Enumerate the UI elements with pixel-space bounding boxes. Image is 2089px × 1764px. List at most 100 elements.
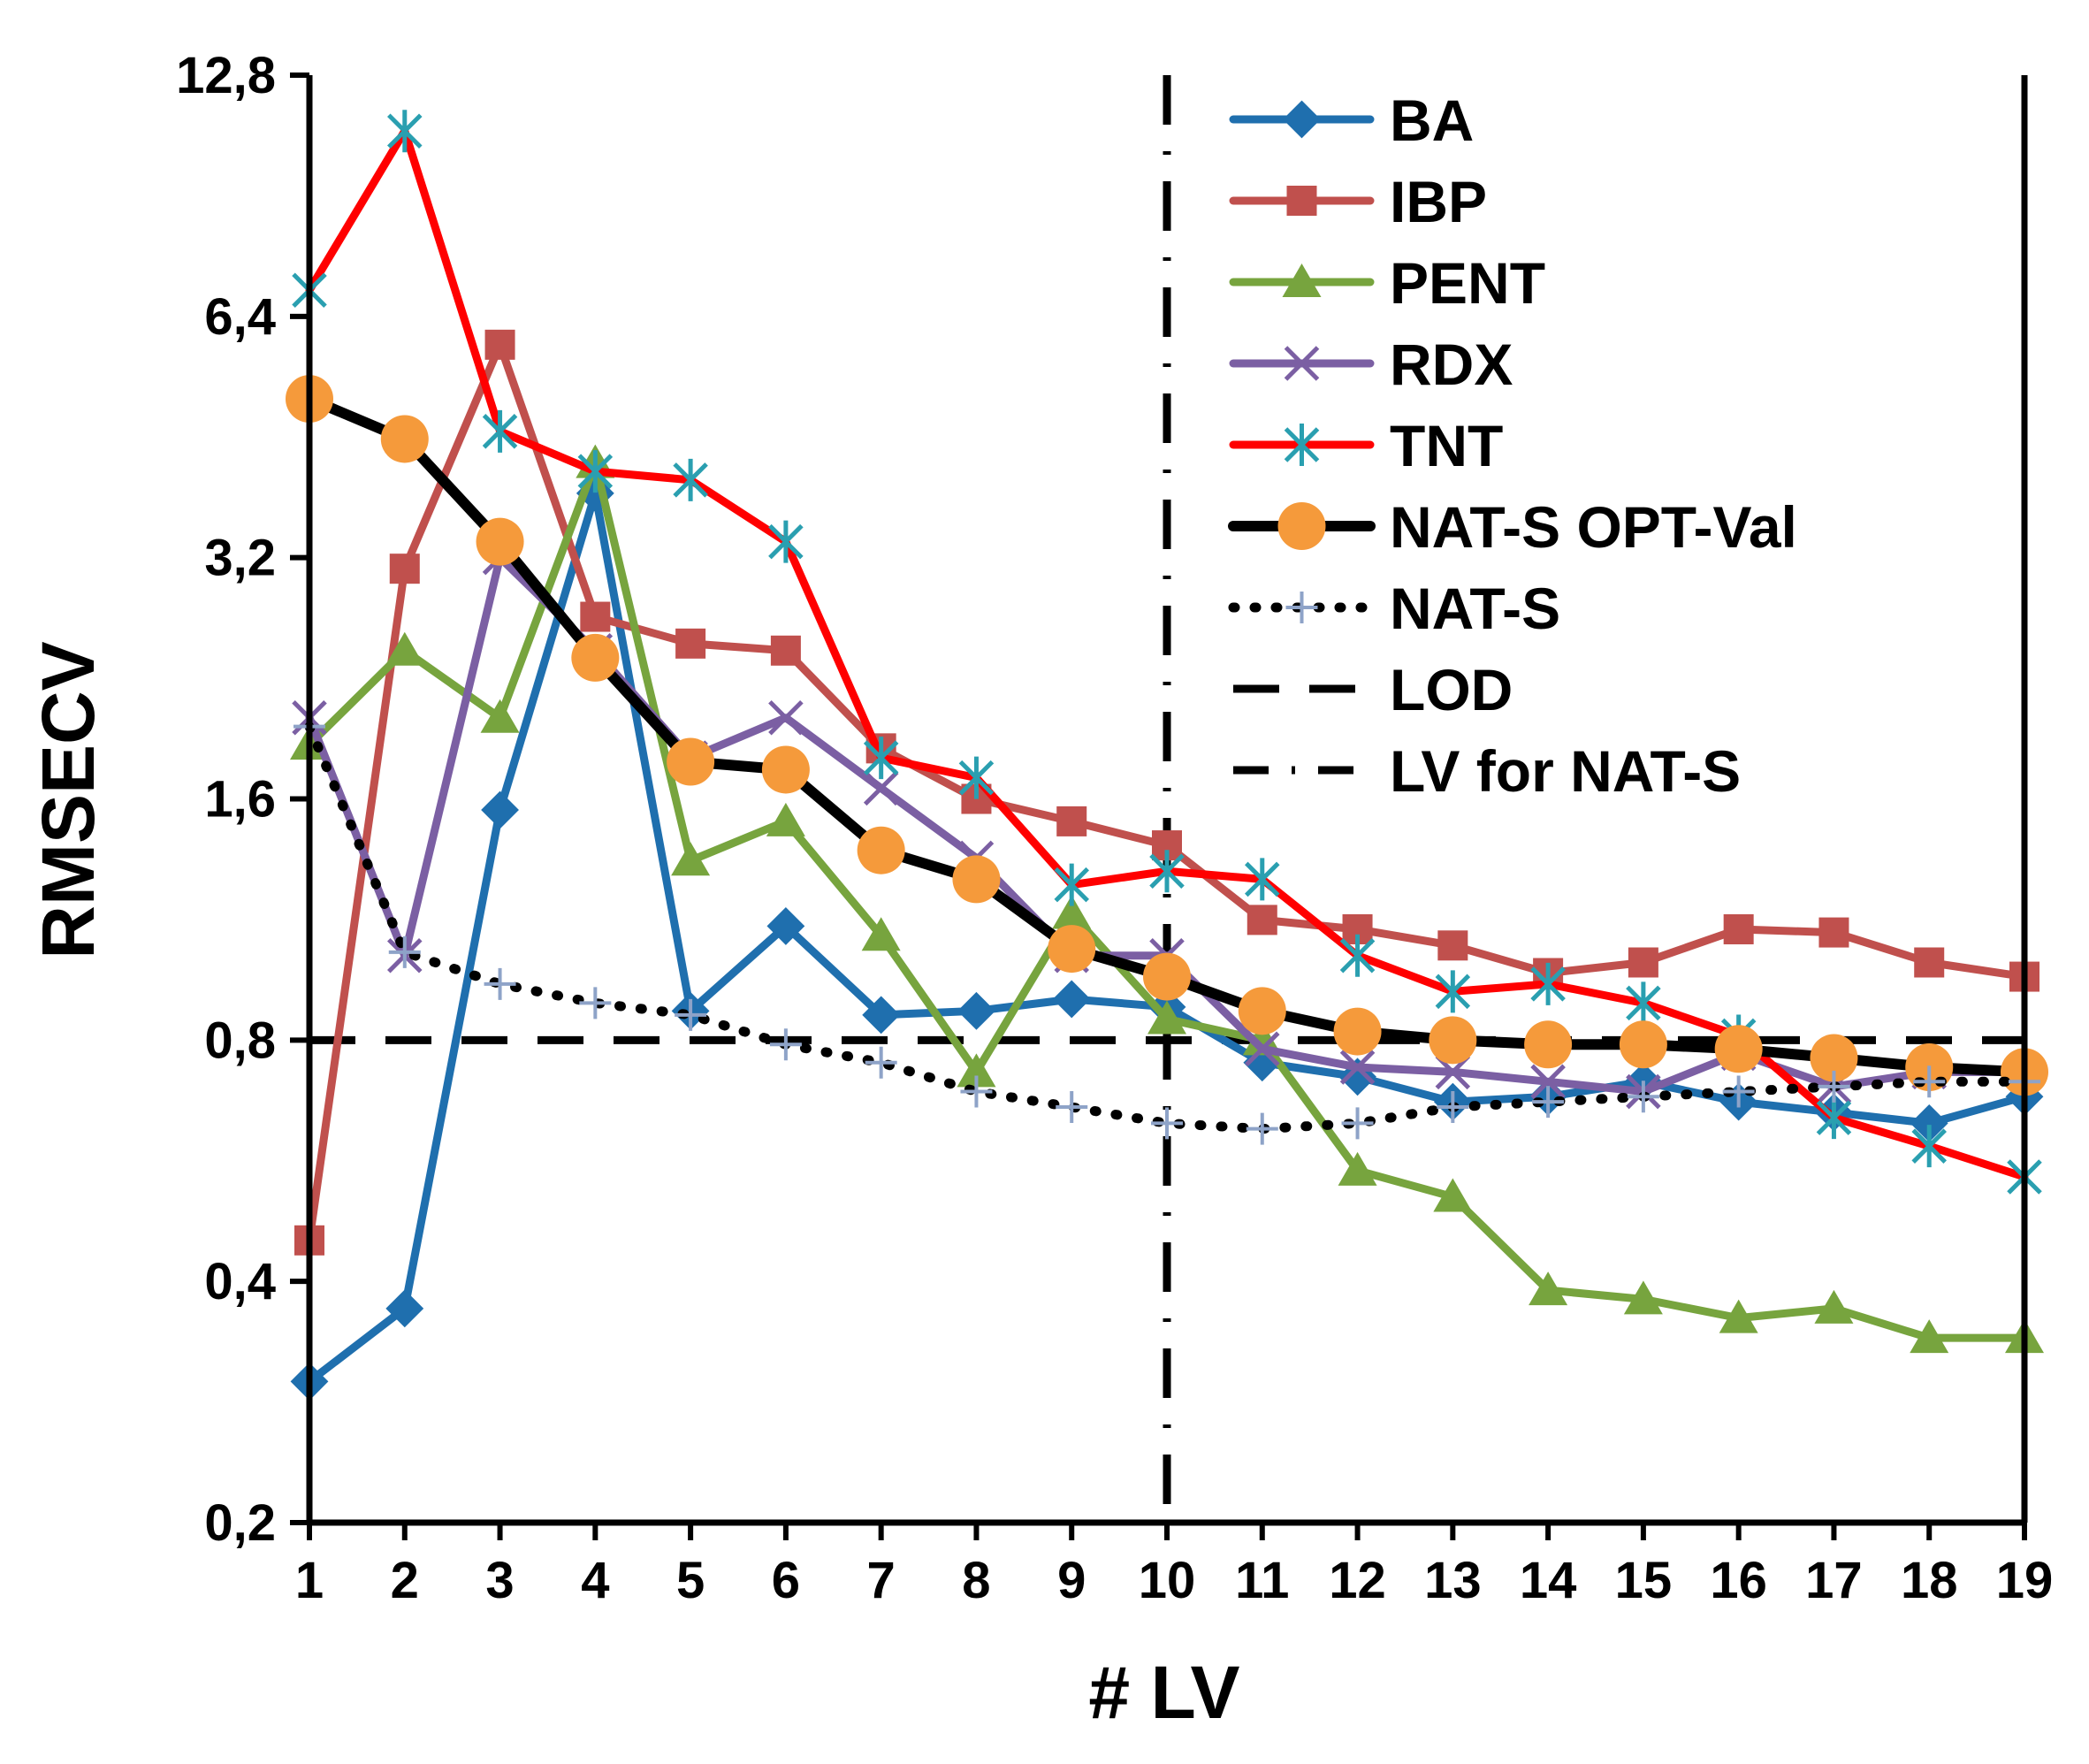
reference-lines	[309, 75, 2024, 1523]
x-tick-label: 6	[772, 1552, 800, 1609]
tick-labels: 0,20,40,81,63,26,412,81 2 3 4 5 6 7 8 9 10 11 12 13 1…	[176, 47, 2053, 1609]
data-point-pent-7	[861, 917, 901, 951]
data-point-ibp-11	[1247, 905, 1277, 935]
data-point-pent-18	[1910, 1319, 1949, 1354]
data-point-nat-s-5	[675, 998, 707, 1031]
legend-item-rdx: RDX	[1229, 332, 1513, 397]
data-point-nat-s-12	[1341, 1107, 1374, 1140]
x-tick-label: 17	[1805, 1552, 1863, 1609]
data-point-nat-s-opt-val-9	[1048, 925, 1096, 974]
data-point-nat-s-opt-val-11	[1238, 987, 1286, 1035]
x-tick-label: 4	[581, 1552, 609, 1609]
legend-label: LV for NAT-S	[1390, 738, 1741, 804]
data-point-tnt-17	[1816, 1096, 1852, 1140]
y-axis-title: RMSECV	[27, 641, 110, 958]
data-point-nat-s-opt-val-12	[1333, 1007, 1382, 1056]
legend-item-lv-for-nat-s: LV for NAT-S	[1233, 738, 1741, 804]
data-point-pent-17	[1814, 1289, 1854, 1324]
data-point-tnt-6	[768, 520, 804, 563]
legend-marker	[1283, 100, 1321, 139]
data-point-rdx-7	[863, 770, 899, 806]
data-point-nat-s-16	[1722, 1075, 1755, 1108]
x-tick-label: 5	[676, 1552, 705, 1609]
x-tick-label: 1	[295, 1552, 324, 1609]
x-tick-label: 2	[391, 1552, 419, 1609]
y-tick-label: 0,8	[204, 1012, 276, 1069]
data-point-ibp-18	[1914, 947, 1945, 978]
data-point-nat-s-opt-val-8	[952, 855, 1001, 904]
data-point-rdx-6	[768, 699, 804, 736]
data-point-nat-s-10	[1151, 1107, 1183, 1140]
data-point-nat-s-18	[1913, 1065, 1946, 1098]
series-layer	[286, 110, 2048, 1401]
data-point-ba-7	[862, 996, 901, 1035]
x-tick-label: 7	[867, 1552, 896, 1609]
data-point-tnt-11	[1245, 858, 1280, 901]
legend-item-ba: BA	[1229, 88, 1474, 153]
data-point-tnt-4	[577, 450, 614, 493]
data-point-tnt-3	[482, 409, 518, 453]
data-point-tnt-10	[1149, 850, 1185, 893]
data-point-ibp-2	[389, 554, 420, 584]
y-tick-label: 0,4	[204, 1253, 276, 1310]
data-point-nat-s-13	[1437, 1091, 1469, 1124]
series-nat-s-opt-val	[286, 375, 2048, 1096]
x-tick-label: 14	[1520, 1552, 1577, 1609]
legend-label: LOD	[1390, 657, 1513, 722]
y-tick-label: 1,6	[204, 771, 276, 829]
data-point-pent-13	[1433, 1178, 1473, 1212]
series-nat-s	[294, 710, 2040, 1145]
data-point-nat-s-opt-val-3	[476, 517, 524, 566]
legend-label: TNT	[1390, 413, 1503, 478]
data-point-pent-14	[1529, 1271, 1568, 1306]
data-point-pent-10	[1147, 1000, 1186, 1035]
legend-label: BA	[1390, 88, 1474, 153]
legend-item-nat-s: NAT-S	[1228, 576, 1560, 641]
y-tick-label: 12,8	[176, 47, 276, 104]
axes	[290, 73, 2028, 1540]
data-point-nat-s-2	[388, 935, 421, 968]
legend-label: NAT-S	[1390, 576, 1560, 641]
data-point-tnt-7	[863, 737, 899, 780]
x-tick-label: 10	[1139, 1552, 1196, 1609]
legend-label: PENT	[1390, 250, 1545, 316]
x-tick-label: 16	[1710, 1552, 1767, 1609]
data-point-pent-16	[1719, 1299, 1758, 1333]
data-point-tnt-14	[1530, 962, 1566, 1005]
data-point-tnt-18	[1911, 1125, 1947, 1168]
data-point-ibp-6	[770, 635, 801, 666]
data-point-pent-3	[480, 699, 520, 733]
data-point-tnt-2	[387, 110, 423, 153]
data-point-ba-6	[766, 907, 805, 945]
legend-item-ibp: IBP	[1229, 169, 1487, 234]
data-point-ibp-3	[484, 329, 515, 360]
legend-marker	[1277, 502, 1326, 550]
x-tick-label: 9	[1057, 1552, 1086, 1609]
data-point-tnt-13	[1435, 970, 1471, 1013]
data-point-ibp-16	[1723, 913, 1754, 944]
data-point-ibp-4	[580, 601, 611, 632]
data-point-nat-s-opt-val-13	[1429, 1016, 1477, 1065]
data-point-tnt-9	[1054, 863, 1089, 906]
legend-item-tnt: TNT	[1229, 413, 1503, 478]
data-point-ibp-9	[1056, 806, 1087, 836]
data-point-pent-2	[385, 631, 424, 666]
data-point-rdx-12	[1339, 1050, 1376, 1085]
legend-marker	[1285, 592, 1318, 623]
data-point-pent-9	[1052, 895, 1092, 929]
legend-label: NAT-S OPT-Val	[1390, 494, 1797, 560]
x-tick-label: 18	[1901, 1552, 1958, 1609]
data-point-nat-s-opt-val-15	[1619, 1020, 1667, 1069]
data-point-nat-s-opt-val-10	[1143, 952, 1191, 1001]
data-point-nat-s-11	[1246, 1112, 1278, 1145]
y-tick-label: 6,4	[204, 288, 276, 346]
x-tick-label: 3	[485, 1552, 514, 1609]
data-point-ba-9	[1052, 980, 1091, 1019]
data-point-ibp-5	[675, 628, 706, 659]
data-point-pent-6	[766, 802, 805, 836]
data-point-nat-s-8	[960, 1075, 993, 1108]
data-point-ibp-15	[1628, 947, 1658, 978]
legend-marker	[1284, 424, 1320, 466]
data-point-nat-s-9	[1056, 1091, 1088, 1124]
data-point-nat-s-opt-val-7	[857, 826, 905, 874]
